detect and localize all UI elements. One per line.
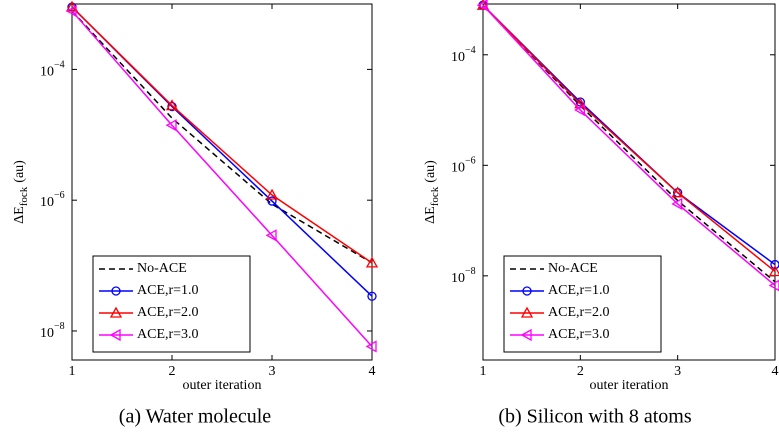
y-axis-label: ΔEfock (au) [12,160,29,224]
legend-label: ACE,r=1.0 [137,283,199,298]
marker [109,306,123,318]
marker [365,256,379,268]
y-label-sub: fock [429,186,441,206]
y-tick-base: 10 [451,161,465,176]
caption: (a) Water molecule [119,406,272,428]
y-label-main: ΔE [423,206,438,224]
series-line [482,4,776,283]
y-tick-label: 10−8 [451,266,476,286]
y-tick-base: 10 [40,195,54,210]
y-tick-label: 10−4 [451,45,476,65]
x-tick-label: 3 [269,364,276,379]
marker [573,103,585,117]
marker [165,119,177,132]
y-tick-exponent: −8 [54,321,65,332]
y-tick-exponent: −6 [465,156,476,167]
marker [109,328,121,342]
marker [476,0,490,10]
marker [476,0,488,12]
y-tick-exponent: −8 [465,266,476,277]
marker [65,4,77,18]
y-label-unit: (au) [12,160,27,183]
marker [522,286,532,296]
y-tick-exponent: −4 [465,45,476,56]
legend-label: ACE,r=2.0 [137,305,199,320]
series-line [71,10,373,264]
y-label-unit: (au) [423,160,438,183]
series-line [71,10,373,347]
marker [111,286,121,296]
legend-label: No-ACE [137,261,187,276]
caption: (b) Silicon with 8 atoms [498,406,692,428]
legend-label: ACE,r=2.0 [548,305,610,320]
y-tick-base: 10 [451,271,465,286]
series-line [71,6,373,264]
x-tick-label: 2 [169,364,176,379]
y-label-sub: fock [18,186,30,206]
marker [367,291,377,301]
y-tick-label: 10−4 [40,60,65,80]
series-line [482,4,776,266]
y-tick-exponent: −4 [54,60,65,71]
x-tick-label: 4 [772,364,779,379]
y-tick-base: 10 [40,326,54,341]
x-tick-label: 2 [577,364,584,379]
marker [770,259,779,270]
marker [768,279,779,292]
legend-label: No-ACE [548,261,598,276]
x-tick-label: 4 [369,364,376,379]
legend-label: ACE,r=3.0 [137,327,199,342]
y-label-main: ΔE [12,206,27,224]
marker [265,229,277,242]
series-line [482,4,776,273]
plot-frame [71,3,373,361]
legend-label: ACE,r=1.0 [548,283,610,298]
y-tick-label: 10−6 [451,156,476,176]
marker [768,265,779,277]
x-axis-label: outer iteration [183,378,262,393]
y-tick-label: 10−6 [40,190,65,210]
marker [520,306,534,318]
y-tick-label: 10−8 [40,321,65,341]
marker [267,196,277,206]
marker [365,340,377,353]
x-tick-label: 3 [674,364,681,379]
series-line [482,4,776,287]
marker [165,99,179,111]
legend-box [503,255,662,353]
x-tick-label: 1 [480,364,487,379]
y-tick-exponent: −6 [54,190,65,201]
x-axis-label: outer iteration [590,378,669,393]
legend-box [92,255,251,353]
y-axis-label: ΔEfock (au) [423,160,440,224]
marker [520,328,532,342]
plot-frame [482,3,776,361]
legend-label: ACE,r=3.0 [548,327,610,342]
x-tick-label: 1 [69,364,76,379]
marker [265,188,279,200]
marker [671,197,683,211]
y-tick-base: 10 [451,50,465,65]
y-tick-base: 10 [40,65,54,80]
marker [671,186,684,198]
